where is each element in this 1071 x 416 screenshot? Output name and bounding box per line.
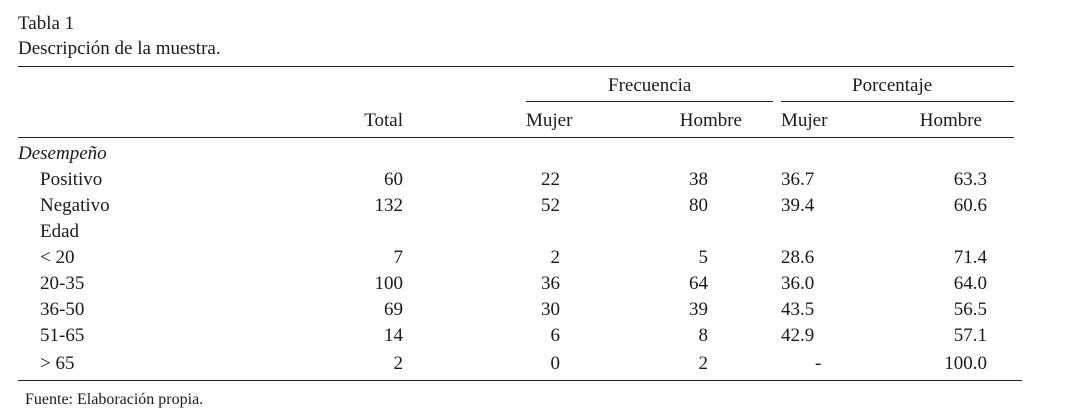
row-label: 36-50 — [40, 299, 85, 320]
cell-pct-hombre: 57.1 — [953, 325, 987, 346]
cell-frec-mujer: 2 — [550, 247, 561, 268]
row-label: 51-65 — [40, 325, 85, 346]
cell-pct-mujer: 39.4 — [781, 195, 815, 216]
group-header-porcentaje: Porcentaje — [852, 75, 933, 96]
col-header-pct-hombre: Hombre — [919, 110, 982, 131]
row-label: Positivo — [40, 169, 103, 190]
cell-total: 2 — [393, 353, 404, 374]
cell-pct-mujer: 42.9 — [781, 325, 815, 346]
cell-total: 100 — [374, 273, 404, 294]
cell-pct-mujer: - — [815, 353, 822, 374]
cell-frec-mujer: 36 — [541, 273, 560, 294]
cell-frec-hombre: 38 — [689, 169, 708, 190]
cell-pct-mujer: 36.7 — [781, 169, 815, 190]
cell-frec-hombre: 2 — [698, 353, 709, 374]
cell-total: 7 — [393, 247, 404, 268]
table-title: Tabla 1 — [18, 13, 75, 34]
table-subtitle: Descripción de la muestra. — [18, 38, 221, 59]
table-footer: Fuente: Elaboración propia. — [25, 391, 204, 408]
cell-pct-hombre: 60.6 — [953, 195, 987, 216]
cell-pct-hombre: 71.4 — [953, 247, 987, 268]
cell-frec-hombre: 80 — [689, 195, 708, 216]
bottom-rule — [18, 380, 1022, 381]
cell-frec-mujer: 30 — [541, 299, 560, 320]
cell-frec-hombre: 39 — [689, 299, 708, 320]
cell-total: 69 — [384, 299, 403, 320]
cell-frec-mujer: 0 — [550, 353, 561, 374]
cell-pct-hombre: 63.3 — [953, 169, 987, 190]
col-header-frec-hombre: Hombre — [679, 110, 742, 131]
col-header-frec-mujer: Mujer — [526, 110, 573, 131]
group-header-frecuencia: Frecuencia — [608, 75, 692, 96]
col-header-pct-mujer: Mujer — [781, 110, 828, 131]
row-label: Negativo — [40, 195, 110, 216]
cell-pct-mujer: 28.6 — [781, 247, 815, 268]
cell-total: 14 — [384, 325, 403, 346]
cell-pct-hombre: 100.0 — [944, 353, 987, 374]
row-label: 20-35 — [40, 273, 85, 294]
cell-pct-hombre: 64.0 — [953, 273, 987, 294]
cell-frec-mujer: 52 — [541, 195, 560, 216]
cell-pct-mujer: 36.0 — [781, 273, 815, 294]
col-header-total: Total — [364, 110, 403, 131]
group-rule-porcentaje — [781, 101, 1014, 102]
row-label: > 65 — [40, 353, 75, 374]
cell-frec-mujer: 22 — [541, 169, 560, 190]
cell-frec-hombre: 64 — [689, 273, 708, 294]
row-label: Edad — [40, 221, 80, 242]
header-bottom-rule — [18, 137, 1014, 138]
group-rule-frecuencia — [526, 101, 773, 102]
row-label: < 20 — [40, 247, 75, 268]
top-rule — [18, 66, 1014, 67]
cell-pct-mujer: 43.5 — [781, 299, 815, 320]
cell-frec-hombre: 5 — [698, 247, 709, 268]
cell-pct-hombre: 56.5 — [953, 299, 987, 320]
row-label: Desempeño — [18, 143, 107, 164]
cell-total: 132 — [374, 195, 404, 216]
cell-frec-hombre: 8 — [698, 325, 709, 346]
cell-total: 60 — [384, 169, 403, 190]
cell-frec-mujer: 6 — [550, 325, 561, 346]
